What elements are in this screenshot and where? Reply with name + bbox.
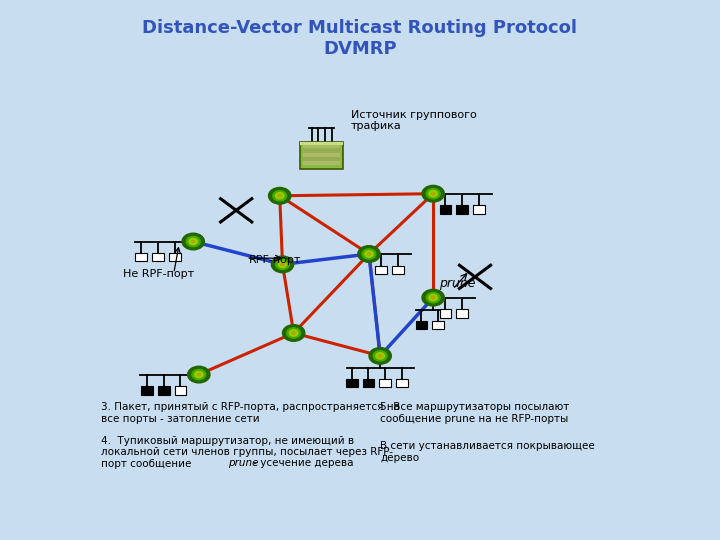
Circle shape: [194, 372, 203, 378]
Circle shape: [358, 246, 380, 262]
Text: 3. Пакет, принятый с RFP-порта, распространяется на
все порты - затопление сети: 3. Пакет, принятый с RFP-порта, распрост…: [101, 402, 400, 424]
Text: Distance-Vector Multicast Routing Protocol: Distance-Vector Multicast Routing Protoc…: [143, 19, 577, 37]
Circle shape: [281, 263, 284, 266]
Bar: [152, 253, 164, 261]
Text: Источник группового
трафика: Источник группового трафика: [351, 110, 477, 131]
Circle shape: [367, 253, 371, 255]
Circle shape: [278, 261, 287, 267]
Text: - усечение дерева: - усечение дерева: [250, 458, 353, 468]
Circle shape: [182, 233, 204, 250]
Circle shape: [431, 296, 435, 299]
Circle shape: [289, 330, 298, 336]
Circle shape: [287, 328, 300, 338]
Circle shape: [365, 251, 373, 257]
Circle shape: [273, 191, 287, 201]
Circle shape: [429, 294, 438, 301]
Circle shape: [379, 355, 382, 357]
Circle shape: [282, 325, 305, 341]
Bar: [303, 145, 340, 148]
Bar: [303, 161, 340, 165]
Bar: [415, 321, 427, 329]
Circle shape: [362, 249, 376, 259]
Circle shape: [276, 259, 289, 269]
Circle shape: [189, 238, 197, 245]
Bar: [396, 379, 408, 387]
Text: 4.  Тупиковый маршрутизатор, не имеющий в
локальной сети членов группы, посылает: 4. Тупиковый маршрутизатор, не имеющий в…: [101, 436, 393, 469]
Text: 5. Все маршрутизаторы посылают
сообщение prune на не RFP-порты: 5. Все маршрутизаторы посылают сообщение…: [380, 402, 570, 424]
Bar: [158, 386, 169, 395]
Bar: [174, 386, 186, 395]
Text: В сети устанавливается покрывающее
дерево: В сети устанавливается покрывающее дерев…: [380, 441, 595, 463]
Bar: [375, 266, 387, 274]
Bar: [440, 205, 451, 214]
Circle shape: [422, 289, 444, 306]
Circle shape: [422, 185, 444, 202]
Bar: [300, 141, 343, 168]
Bar: [432, 321, 444, 329]
Text: DVMRP: DVMRP: [323, 40, 397, 58]
Bar: [346, 379, 358, 387]
Bar: [363, 379, 374, 387]
Circle shape: [369, 348, 392, 364]
Circle shape: [276, 193, 284, 199]
Bar: [473, 205, 485, 214]
Circle shape: [192, 369, 206, 380]
Circle shape: [373, 350, 387, 361]
Text: prune: prune: [228, 458, 259, 468]
Circle shape: [429, 191, 438, 197]
Circle shape: [278, 194, 282, 197]
Circle shape: [431, 192, 435, 195]
Bar: [135, 253, 147, 261]
Bar: [392, 266, 404, 274]
Bar: [169, 253, 181, 261]
Bar: [440, 309, 451, 318]
Bar: [456, 309, 468, 318]
Circle shape: [376, 353, 384, 359]
Circle shape: [426, 188, 440, 199]
Circle shape: [426, 293, 440, 303]
Circle shape: [271, 256, 294, 273]
Circle shape: [292, 332, 295, 334]
Text: Не RPF-порт: Не RPF-порт: [124, 268, 194, 279]
Bar: [303, 149, 340, 152]
Text: RPF-порт: RPF-порт: [249, 255, 302, 265]
Circle shape: [197, 373, 200, 376]
Circle shape: [269, 187, 291, 204]
Bar: [303, 157, 340, 161]
Circle shape: [188, 366, 210, 383]
Circle shape: [186, 237, 200, 247]
Text: prune: prune: [438, 277, 475, 291]
Circle shape: [192, 240, 195, 243]
Bar: [141, 386, 153, 395]
Bar: [379, 379, 391, 387]
Bar: [456, 205, 468, 214]
Bar: [303, 153, 340, 157]
Bar: [300, 141, 343, 145]
